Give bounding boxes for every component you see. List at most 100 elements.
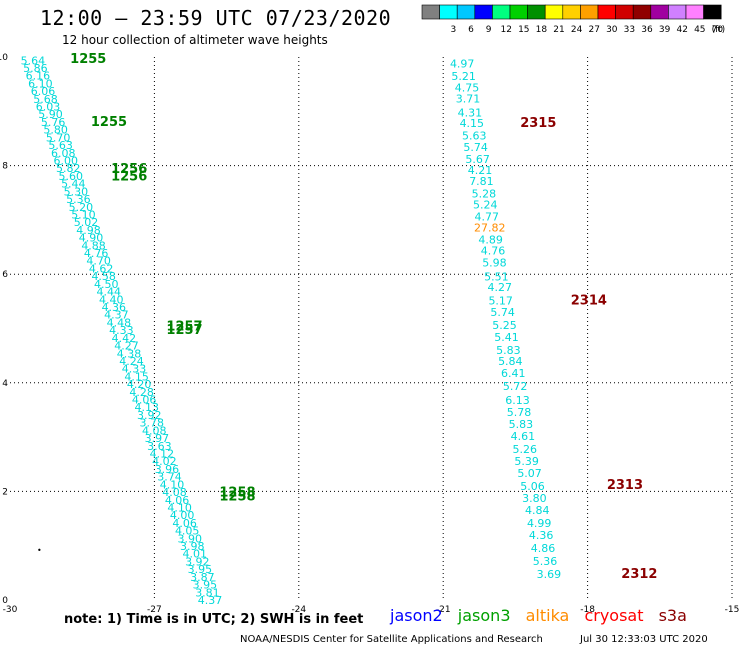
wave-height-label: 4.98 [76, 224, 101, 237]
color-scale-label: 33 [624, 25, 635, 35]
color-scale-swatch [456, 4, 476, 20]
wave-height-label: 6.03 [36, 101, 61, 114]
y-tick-label: 8 [2, 162, 8, 172]
time-label: 1257 [166, 323, 202, 338]
wave-height-label: 5.60 [59, 170, 84, 183]
wave-height-label: 3.78 [140, 417, 165, 430]
wave-height-label: 5.90 [38, 108, 63, 121]
wave-height-label: 5.82 [56, 162, 81, 175]
y-tick-label: 4 [2, 379, 8, 389]
color-scale-label: 30 [606, 25, 618, 35]
time-label: 1255 [91, 115, 127, 130]
wave-height-label: 5.63 [48, 139, 72, 152]
wave-height-label: 5.06 [520, 480, 545, 493]
wave-height-label: 3.92 [137, 409, 162, 422]
wave-height-label: 4.06 [132, 394, 157, 407]
wave-height-label: 5.70 [46, 131, 71, 144]
wave-height-label: 4.15 [124, 370, 149, 383]
wave-height-label: 5.67 [465, 153, 490, 166]
time-label: 1258 [219, 485, 255, 500]
time-label: 2313 [607, 478, 643, 493]
time-label: 1258 [219, 489, 255, 504]
wave-height-label: 5.80 [43, 124, 68, 137]
wave-height-label: 5.17 [488, 294, 512, 307]
wave-height-label: 4.02 [152, 455, 177, 468]
wave-height-label: 5.36 [533, 555, 558, 568]
color-scale-label: 18 [536, 25, 548, 35]
color-scale-label: 15 [518, 25, 529, 35]
wave-height-label: 4.75 [455, 81, 480, 94]
wave-height-label: 3.87 [190, 571, 215, 584]
wave-height-label: 4.06 [165, 494, 190, 507]
color-scale-label: 21 [553, 25, 564, 35]
credit-text: NOAA/NESDIS Center for Satellite Applica… [240, 634, 543, 645]
wave-height-label: 4.12 [150, 447, 175, 460]
wave-height-label: 4.90 [79, 232, 104, 245]
wave-height-label: 4.24 [119, 355, 144, 368]
wave-height-label: 5.21 [451, 70, 476, 83]
wave-height-label: 4.40 [99, 293, 124, 306]
legend-cryosat: cryosat [584, 606, 644, 625]
wave-height-label: 3.95 [193, 579, 218, 592]
time-label: 2315 [520, 116, 556, 131]
color-scale-swatch [597, 4, 616, 20]
color-scale-label: 6 [468, 25, 474, 35]
wave-height-label: 3.95 [188, 563, 213, 576]
wave-height-label: 5.83 [496, 344, 521, 357]
color-scale-swatch [703, 4, 722, 20]
wave-height-label: 4.37 [104, 309, 128, 322]
chart-title: 12:00 – 23:59 UTC 07/23/2020 [40, 6, 392, 30]
color-scale-swatch [509, 4, 528, 20]
color-scale-swatch [615, 4, 634, 20]
wave-height-label: 3.90 [177, 532, 202, 545]
wave-height-label: 3.98 [180, 540, 205, 553]
wave-height-label: 6.00 [53, 154, 78, 167]
wave-height-label: 5.39 [514, 455, 539, 468]
credit-timestamp: Jul 30 12:33:03 UTC 2020 [580, 634, 708, 645]
color-scale-label: 24 [571, 25, 583, 35]
wave-height-label: 4.36 [529, 529, 554, 542]
wave-height-label: 4.27 [114, 340, 139, 353]
x-tick-label: -27 [147, 605, 162, 615]
color-scale-swatch [632, 4, 652, 20]
wave-height-label: 5.86 [23, 62, 48, 75]
color-scale-label: 70 [712, 25, 724, 35]
wave-height-label: 5.07 [517, 467, 542, 480]
y-tick-label: 10 [0, 53, 8, 63]
color-scale-label: 3 [451, 25, 457, 35]
wave-height-label: 3.97 [145, 432, 170, 445]
color-scale-swatch [421, 4, 440, 20]
wave-height-label: 5.51 [484, 270, 509, 283]
wave-height-label: 4.58 [91, 270, 116, 283]
wave-height-label: 4.37 [198, 594, 223, 607]
wave-height-label: 4.10 [167, 501, 192, 514]
wave-height-label: 4.33 [122, 363, 147, 376]
wave-height-label: 3.74 [157, 471, 182, 484]
legend-jason2: jason2 [390, 606, 443, 625]
wave-height-label: 5.74 [463, 141, 488, 154]
color-scale-label: 36 [641, 25, 653, 35]
wave-height-label: 4.42 [112, 332, 137, 345]
wave-height-label: 5.02 [74, 216, 99, 229]
wave-height-label: 4.01 [183, 548, 208, 561]
wave-height-label: 6.41 [501, 367, 525, 380]
color-scale-label: 45 [694, 25, 705, 35]
wave-height-label: 4.08 [142, 424, 167, 437]
wave-height-label: 6.13 [505, 394, 530, 407]
wave-height-label: 4.44 [97, 286, 122, 299]
wave-height-label: 4.10 [160, 478, 185, 491]
wave-height-label: 5.20 [69, 201, 94, 214]
satellite-legend: jason2 jason3 altika cryosat s3a [390, 606, 697, 625]
time-label: 1255 [70, 52, 106, 67]
wave-height-label: 5.28 [472, 187, 497, 200]
wave-height-label: 4.70 [86, 255, 111, 268]
wave-height-label: 4.33 [109, 324, 134, 337]
wave-height-label: 4.31 [458, 106, 483, 119]
wave-height-label: 5.30 [64, 185, 89, 198]
wave-height-label: 5.68 [33, 93, 58, 106]
x-tick-label: -30 [3, 605, 18, 615]
time-label: 1256 [111, 162, 147, 177]
wave-height-label: 4.48 [107, 316, 132, 329]
wave-height-label: 6.06 [31, 85, 56, 98]
x-tick-label: -18 [580, 605, 595, 615]
